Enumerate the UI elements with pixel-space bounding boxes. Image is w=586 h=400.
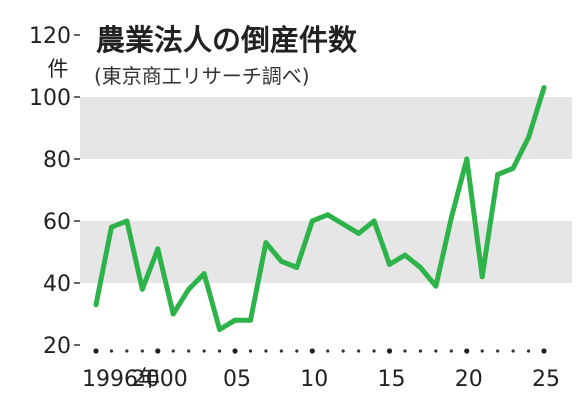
data-point xyxy=(448,215,454,221)
x-tick-dot xyxy=(202,349,206,353)
x-tick-dot xyxy=(434,349,438,353)
x-tick-dot xyxy=(449,349,453,353)
data-point xyxy=(541,85,547,91)
data-point xyxy=(526,134,532,140)
data-point xyxy=(325,212,331,218)
x-tick-label: 2000 xyxy=(132,367,188,392)
x-tick-dot xyxy=(264,349,268,353)
series-layer xyxy=(93,85,547,332)
data-point xyxy=(433,283,439,289)
x-tick-dot xyxy=(480,349,484,353)
data-point xyxy=(479,274,485,280)
x-tick-dot xyxy=(526,349,531,353)
data-point xyxy=(340,221,346,227)
data-point xyxy=(402,252,408,258)
data-point xyxy=(294,265,300,270)
x-tick-label: 25 xyxy=(532,367,560,392)
data-point xyxy=(387,261,393,267)
x-tick-dot xyxy=(109,349,114,353)
x-tick-label: 20 xyxy=(455,367,483,392)
x-tick-dot xyxy=(403,349,407,353)
x-tick-dot xyxy=(125,349,129,353)
x-tick-dot xyxy=(357,349,361,353)
data-point xyxy=(155,246,161,252)
x-tick-dot xyxy=(496,349,500,353)
data-point xyxy=(510,165,516,171)
data-point xyxy=(247,317,253,323)
data-point xyxy=(263,240,269,246)
data-point xyxy=(278,258,284,264)
data-point xyxy=(217,327,223,332)
x-tick-dot xyxy=(248,349,253,353)
y-tick-label: 40 xyxy=(43,272,71,297)
x-tick-dot xyxy=(171,349,175,353)
y-tick-label: 20 xyxy=(43,334,71,359)
x-tick-label: 05 xyxy=(223,367,251,392)
x-tick-dot xyxy=(187,349,191,353)
data-point xyxy=(417,265,423,270)
chart-title: 農業法人の倒産件数 xyxy=(96,23,358,57)
y-axis: 20 40 60 80 100 120 xyxy=(29,24,80,359)
x-major-tick-dot xyxy=(93,348,99,354)
x-major-tick-dot xyxy=(155,348,161,354)
x-tick-dot xyxy=(511,349,515,353)
data-point xyxy=(309,218,315,224)
x-tick-dot xyxy=(372,349,376,353)
x-tick-dot xyxy=(326,349,330,353)
data-point xyxy=(108,224,114,230)
x-major-tick-dot xyxy=(386,348,393,354)
x-tick-dot xyxy=(418,349,423,353)
grid-band xyxy=(80,221,572,283)
data-point xyxy=(371,218,377,224)
x-tick-dot xyxy=(140,349,144,353)
x-tick-label: 10 xyxy=(300,367,328,392)
y-axis-unit-label: 件 xyxy=(48,57,69,81)
y-tick-label: 80 xyxy=(43,148,71,173)
data-point xyxy=(495,172,501,177)
grid-band xyxy=(80,97,572,159)
y-tick-label: 120 xyxy=(29,24,71,49)
x-major-tick-dot xyxy=(464,348,470,354)
data-point xyxy=(170,311,176,317)
x-tick-dot xyxy=(295,349,299,353)
data-point xyxy=(232,317,238,323)
y-tick-label: 60 xyxy=(43,210,71,235)
x-major-tick-dot xyxy=(232,348,238,354)
x-tick-dot xyxy=(341,349,345,353)
data-point xyxy=(139,286,145,292)
data-point xyxy=(124,218,130,224)
data-point xyxy=(93,302,99,308)
y-tick-label: 100 xyxy=(29,86,71,111)
data-point xyxy=(186,286,192,292)
x-tick-dot xyxy=(217,349,222,353)
data-point xyxy=(201,271,207,277)
x-major-tick-dot xyxy=(541,348,547,354)
x-tick-label: 15 xyxy=(378,367,406,392)
data-point xyxy=(356,230,362,236)
data-point xyxy=(464,156,470,162)
chart-subtitle: (東京商工リサーチ調べ) xyxy=(94,64,310,88)
x-tick-dot xyxy=(279,349,283,353)
x-tick-label: 1996年 xyxy=(82,367,160,392)
series-line xyxy=(93,85,547,332)
x-major-tick-dot xyxy=(309,348,315,354)
